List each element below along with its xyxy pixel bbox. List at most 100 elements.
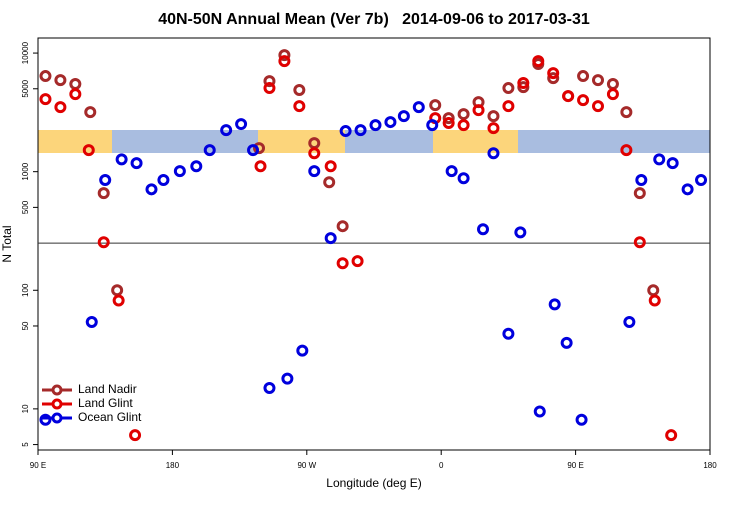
marker: [648, 294, 661, 307]
marker: [263, 381, 276, 394]
marker: [665, 429, 678, 442]
x-tick-label: 180: [703, 461, 717, 470]
marker: [253, 142, 266, 155]
marker: [633, 236, 646, 249]
marker: [308, 147, 321, 160]
marker: [547, 72, 560, 85]
marker: [442, 117, 455, 130]
legend-marker: [51, 384, 63, 396]
marker: [293, 84, 306, 97]
marker: [397, 110, 410, 123]
marker: [203, 144, 216, 157]
marker: [336, 220, 349, 233]
marker: [442, 112, 455, 125]
marker: [324, 160, 337, 173]
legend-label: Land Glint: [78, 396, 133, 410]
marker: [336, 257, 349, 270]
x-tick-label: 90 E: [567, 461, 583, 470]
marker: [308, 165, 321, 178]
marker: [115, 153, 128, 166]
marker: [635, 174, 648, 187]
marker: [548, 298, 561, 311]
marker: [477, 223, 490, 236]
marker: [296, 344, 309, 357]
x-axis-label: Longitude (deg E): [326, 476, 421, 490]
marker: [369, 119, 382, 132]
marker: [84, 106, 97, 119]
marker: [97, 236, 110, 249]
marker: [487, 147, 500, 160]
marker: [278, 55, 291, 68]
marker: [606, 88, 619, 101]
marker: [323, 176, 336, 189]
marker: [592, 100, 604, 113]
marker: [412, 101, 425, 114]
marker: [514, 226, 527, 239]
marker: [190, 160, 203, 173]
marker: [457, 119, 470, 132]
marker: [39, 93, 52, 106]
y-tick-label: 50: [21, 321, 30, 330]
marker: [577, 70, 590, 83]
marker: [620, 144, 633, 157]
marker: [351, 255, 364, 268]
marker: [575, 413, 588, 426]
marker: [247, 144, 260, 157]
map-strip: [38, 130, 710, 153]
marker: [457, 108, 470, 121]
marker: [263, 82, 276, 95]
marker: [39, 70, 52, 83]
ocean-area: [345, 130, 433, 153]
x-tick-label: 0: [439, 461, 444, 470]
marker: [324, 232, 337, 245]
marker: [281, 372, 294, 385]
marker: [562, 90, 575, 103]
x-tick-label: 90 W: [297, 461, 316, 470]
marker: [502, 327, 515, 340]
y-tick-label: 5: [21, 442, 30, 447]
marker: [620, 106, 633, 119]
marker: [487, 110, 500, 123]
marker: [429, 99, 442, 112]
marker: [157, 174, 170, 187]
marker: [577, 94, 590, 107]
marker: [695, 174, 708, 187]
x-tick-label: 180: [166, 461, 180, 470]
plot-frame: [37, 37, 711, 451]
y-axis-label: N Total: [0, 225, 14, 262]
marker: [99, 174, 112, 187]
x-tick-label: 90 E: [30, 461, 46, 470]
marker: [532, 55, 545, 68]
marker: [681, 183, 694, 196]
marker: [112, 294, 125, 307]
y-tick-label: 10000: [21, 41, 30, 64]
marker: [592, 74, 604, 87]
marker: [560, 336, 573, 349]
marker: [54, 74, 67, 87]
marker: [69, 88, 82, 101]
marker: [145, 183, 158, 196]
marker: [502, 82, 515, 95]
marker: [445, 165, 458, 178]
marker: [547, 67, 560, 80]
marker: [517, 81, 530, 94]
marker: [457, 172, 470, 185]
y-tick-label: 5000: [21, 79, 30, 97]
marker: [97, 187, 110, 200]
marker: [85, 316, 98, 329]
marker: [82, 144, 95, 157]
marker: [487, 122, 500, 135]
marker: [426, 119, 439, 132]
chart-title: 40N-50N Annual Mean (Ver 7b) 2014-09-06 …: [158, 11, 590, 28]
marker: [254, 160, 267, 173]
ocean-area: [112, 130, 258, 153]
marker: [278, 49, 291, 62]
marker: [633, 187, 646, 200]
marker: [39, 413, 52, 426]
y-tick-label: 500: [21, 200, 30, 214]
marker: [502, 100, 515, 113]
marker: [533, 405, 546, 418]
legend-label: Ocean Glint: [78, 410, 142, 424]
